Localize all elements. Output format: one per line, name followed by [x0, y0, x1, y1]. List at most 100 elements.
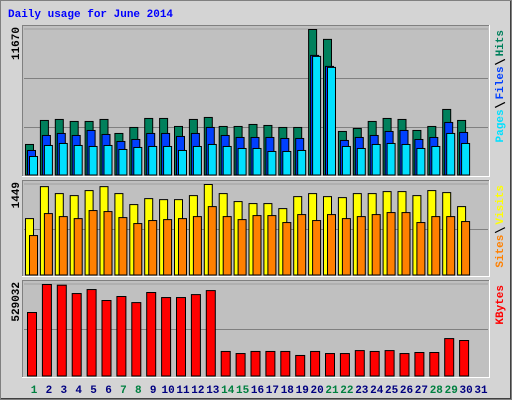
bar: [431, 145, 441, 176]
bar: [297, 214, 307, 276]
bar: [310, 350, 321, 377]
bar: [459, 340, 470, 377]
legend-label: Visits: [495, 185, 507, 225]
x-tick-label: 15: [236, 385, 250, 397]
legend-separator: [494, 58, 506, 65]
bar: [237, 147, 247, 176]
x-tick-label: 1: [31, 385, 38, 397]
bar: [163, 219, 173, 276]
bar: [431, 216, 441, 276]
legend-label: Files: [495, 66, 507, 99]
x-tick-label: 9: [150, 385, 157, 397]
bar: [252, 147, 262, 176]
legend-separator: [494, 101, 506, 108]
bar: [43, 144, 53, 176]
bar: [133, 146, 143, 176]
x-tick-label: 16: [251, 385, 264, 397]
bar: [295, 354, 306, 377]
bar: [341, 218, 351, 276]
bar: [312, 55, 322, 176]
x-tick-label: 17: [266, 385, 279, 397]
bar: [416, 147, 426, 176]
bar: [265, 350, 276, 377]
x-tick-label: 31: [474, 385, 488, 397]
x-tick-label: 14: [221, 385, 235, 397]
bar: [56, 284, 67, 377]
bar: [190, 294, 201, 377]
bar: [205, 290, 216, 377]
legend: KBytes: [495, 285, 507, 325]
bar: [414, 352, 425, 377]
bar: [58, 142, 68, 176]
x-tick-label: 29: [445, 385, 458, 397]
bar: [356, 216, 366, 276]
y-tick-label: 529032: [11, 282, 23, 322]
x-tick-label: 22: [340, 385, 353, 397]
bar: [282, 222, 292, 276]
bar: [43, 213, 53, 276]
bar: [27, 312, 37, 377]
bar: [235, 353, 246, 377]
x-tick-label: 20: [310, 385, 323, 397]
bar: [325, 353, 335, 377]
legend-label: Hits: [495, 30, 507, 56]
bar: [71, 293, 82, 377]
bar: [148, 145, 158, 176]
bar: [103, 211, 113, 276]
x-tick-label: 25: [385, 385, 399, 397]
bar: [446, 216, 456, 276]
bar: [29, 235, 38, 276]
bar: [41, 284, 52, 377]
x-tick-label: 13: [206, 385, 220, 397]
legend-label: Pages: [495, 109, 507, 142]
bar: [88, 145, 98, 176]
x-tick-label: 28: [430, 385, 444, 397]
bar: [146, 292, 157, 377]
bar: [116, 296, 127, 377]
x-tick-label: 4: [75, 385, 82, 397]
bar: [73, 218, 83, 276]
x-tick-label: 27: [415, 385, 428, 397]
bar: [384, 350, 395, 377]
bar: [101, 300, 112, 377]
bar: [58, 216, 68, 276]
bar: [207, 143, 217, 176]
bar: [176, 297, 186, 377]
chart-title: Daily usage for June 2014: [8, 9, 173, 21]
legend-label: Sites: [495, 235, 507, 268]
bar: [252, 215, 262, 276]
x-tick-label: 26: [400, 385, 413, 397]
x-tick-label: 23: [355, 385, 369, 397]
bar: [163, 145, 173, 176]
bar: [369, 350, 380, 377]
x-tick-label: 24: [370, 385, 384, 397]
bar: [88, 210, 98, 276]
bar: [312, 220, 322, 276]
bar: [267, 215, 277, 276]
bar: [386, 212, 396, 276]
legend-label: KBytes: [495, 285, 507, 325]
bar: [267, 150, 277, 176]
bar: [178, 149, 187, 176]
bar: [399, 353, 410, 377]
y-tick-label: 11670: [11, 27, 23, 60]
x-tick-label: 6: [105, 385, 112, 397]
bar: [356, 147, 366, 176]
bar: [401, 143, 411, 176]
bar: [220, 350, 231, 377]
x-tick-label: 21: [325, 385, 339, 397]
bar: [341, 145, 351, 176]
bar: [429, 352, 440, 377]
bar: [371, 143, 381, 176]
bar: [416, 222, 426, 276]
bar: [103, 144, 113, 176]
bar: [29, 155, 38, 176]
x-tick-label: 2: [46, 385, 53, 397]
bar: [446, 132, 456, 176]
bar: [133, 223, 143, 276]
x-tick-label: 10: [161, 385, 174, 397]
bar: [339, 353, 350, 377]
x-tick-label: 19: [296, 385, 309, 397]
x-tick-label: 3: [60, 385, 67, 397]
